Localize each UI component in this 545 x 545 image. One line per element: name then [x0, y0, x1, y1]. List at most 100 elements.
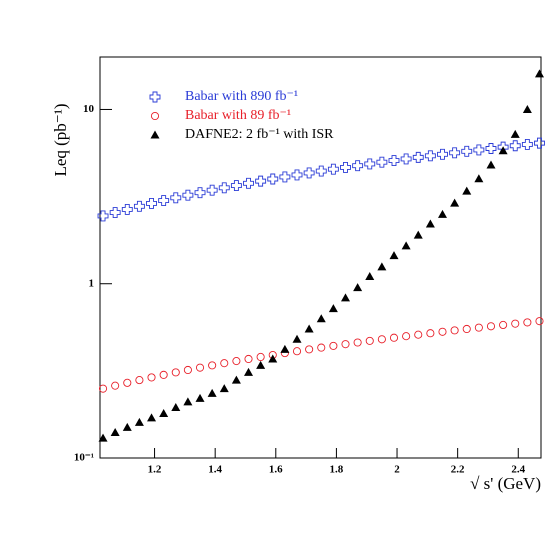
triangle-marker: [195, 393, 205, 402]
circle-marker: [171, 368, 180, 377]
cross-marker: [230, 180, 242, 191]
legend-label: Babar with 890 fb⁻¹: [185, 89, 298, 104]
x-axis-label: √ s' (GeV): [470, 474, 541, 493]
triangle-marker: [98, 433, 108, 442]
triangle-marker: [389, 251, 399, 260]
x-tick-label: 1.2: [148, 464, 162, 476]
cross-marker: [400, 153, 412, 165]
cross-marker: [206, 184, 218, 196]
circle-marker: [195, 363, 205, 372]
cross-marker: [182, 189, 194, 201]
circle-marker: [220, 359, 229, 368]
cross-marker: [352, 160, 364, 172]
circle-marker: [450, 326, 459, 335]
legend-marker: [150, 111, 160, 121]
cross-marker: [327, 163, 339, 175]
plot-frame: [99, 56, 542, 459]
triangle-marker: [401, 241, 411, 250]
triangle-marker: [159, 409, 169, 418]
cross-marker: [291, 169, 303, 181]
circle-marker: [147, 373, 156, 382]
cross-marker: [170, 192, 182, 204]
triangle-marker: [110, 428, 120, 437]
cross-marker: [133, 200, 145, 212]
triangle-marker: [122, 422, 132, 431]
cross-marker: [473, 144, 485, 156]
cross-marker: [412, 151, 424, 163]
cross-marker: [461, 145, 473, 157]
cross-marker: [194, 187, 206, 199]
y-axis-label: Leq (pb⁻¹): [51, 103, 70, 176]
triangle-marker: [256, 360, 266, 369]
cross-marker: [376, 156, 388, 168]
circle-marker: [135, 376, 144, 385]
legend-marker: [149, 91, 161, 103]
triangle-marker: [425, 219, 435, 228]
x-tick-label: 2: [394, 464, 400, 476]
circle-marker: [292, 347, 302, 356]
cross-marker: [485, 143, 497, 154]
cross-marker: [437, 148, 448, 160]
triangle-marker: [534, 69, 544, 78]
triangle-marker: [183, 397, 193, 406]
x-tick-label: 1.6: [269, 464, 283, 476]
circle-marker: [98, 384, 108, 393]
cross-marker: [509, 140, 521, 152]
triangle-marker: [171, 402, 181, 411]
circle-marker: [535, 317, 544, 326]
triangle-marker: [377, 262, 387, 271]
triangle-marker: [474, 174, 484, 183]
legend-marker: [150, 130, 160, 139]
triangle-marker: [498, 146, 508, 155]
circle-marker: [317, 343, 326, 352]
triangle-marker: [341, 293, 351, 302]
x-tick-label: 2.4: [511, 464, 525, 476]
circle-marker: [232, 357, 241, 366]
x-tick-label: 2.2: [451, 464, 465, 476]
legend-label: Babar with 89 fb⁻¹: [185, 108, 291, 123]
triangle-marker: [268, 354, 278, 363]
circle-marker: [499, 320, 508, 330]
triangle-marker: [450, 198, 460, 207]
triangle-marker: [353, 283, 363, 292]
cross-marker: [449, 147, 461, 159]
cross-marker: [315, 165, 327, 177]
circle-marker: [414, 330, 423, 339]
circle-marker: [183, 365, 192, 375]
circle-marker: [341, 340, 350, 349]
circle-marker: [111, 381, 120, 390]
circle-marker: [244, 354, 253, 364]
circle-marker: [462, 324, 471, 334]
cross-marker: [121, 203, 133, 215]
cross-marker: [388, 155, 400, 167]
triangle-marker: [280, 344, 290, 353]
circle-marker: [256, 352, 265, 362]
circle-marker: [474, 323, 483, 332]
triangle-marker: [207, 388, 217, 397]
cross-marker: [340, 161, 351, 173]
circle-marker: [402, 332, 411, 341]
triangle-marker: [365, 272, 375, 281]
cross-marker: [279, 171, 291, 183]
triangle-marker: [231, 375, 241, 384]
y-tick-label: 10: [83, 103, 95, 115]
circle-marker: [523, 318, 532, 327]
circle-marker: [511, 319, 520, 328]
y-tick-label: 1: [89, 277, 95, 289]
legend-label: DAFNE2: 2 fb⁻¹ with ISR: [185, 127, 334, 142]
circle-marker: [353, 338, 362, 347]
circle-marker: [123, 378, 132, 387]
circle-marker: [208, 361, 217, 370]
triangle-marker: [462, 186, 472, 195]
triangle-marker: [134, 417, 144, 426]
cross-marker: [521, 138, 533, 150]
cross-marker: [146, 197, 157, 209]
cross-marker: [109, 207, 121, 219]
triangle-marker: [522, 104, 532, 113]
triangle-marker: [328, 304, 338, 313]
cross-marker: [424, 150, 436, 162]
cross-marker: [534, 137, 545, 149]
circle-marker: [159, 370, 168, 379]
cross-marker: [243, 177, 254, 189]
triangle-marker: [219, 384, 229, 393]
